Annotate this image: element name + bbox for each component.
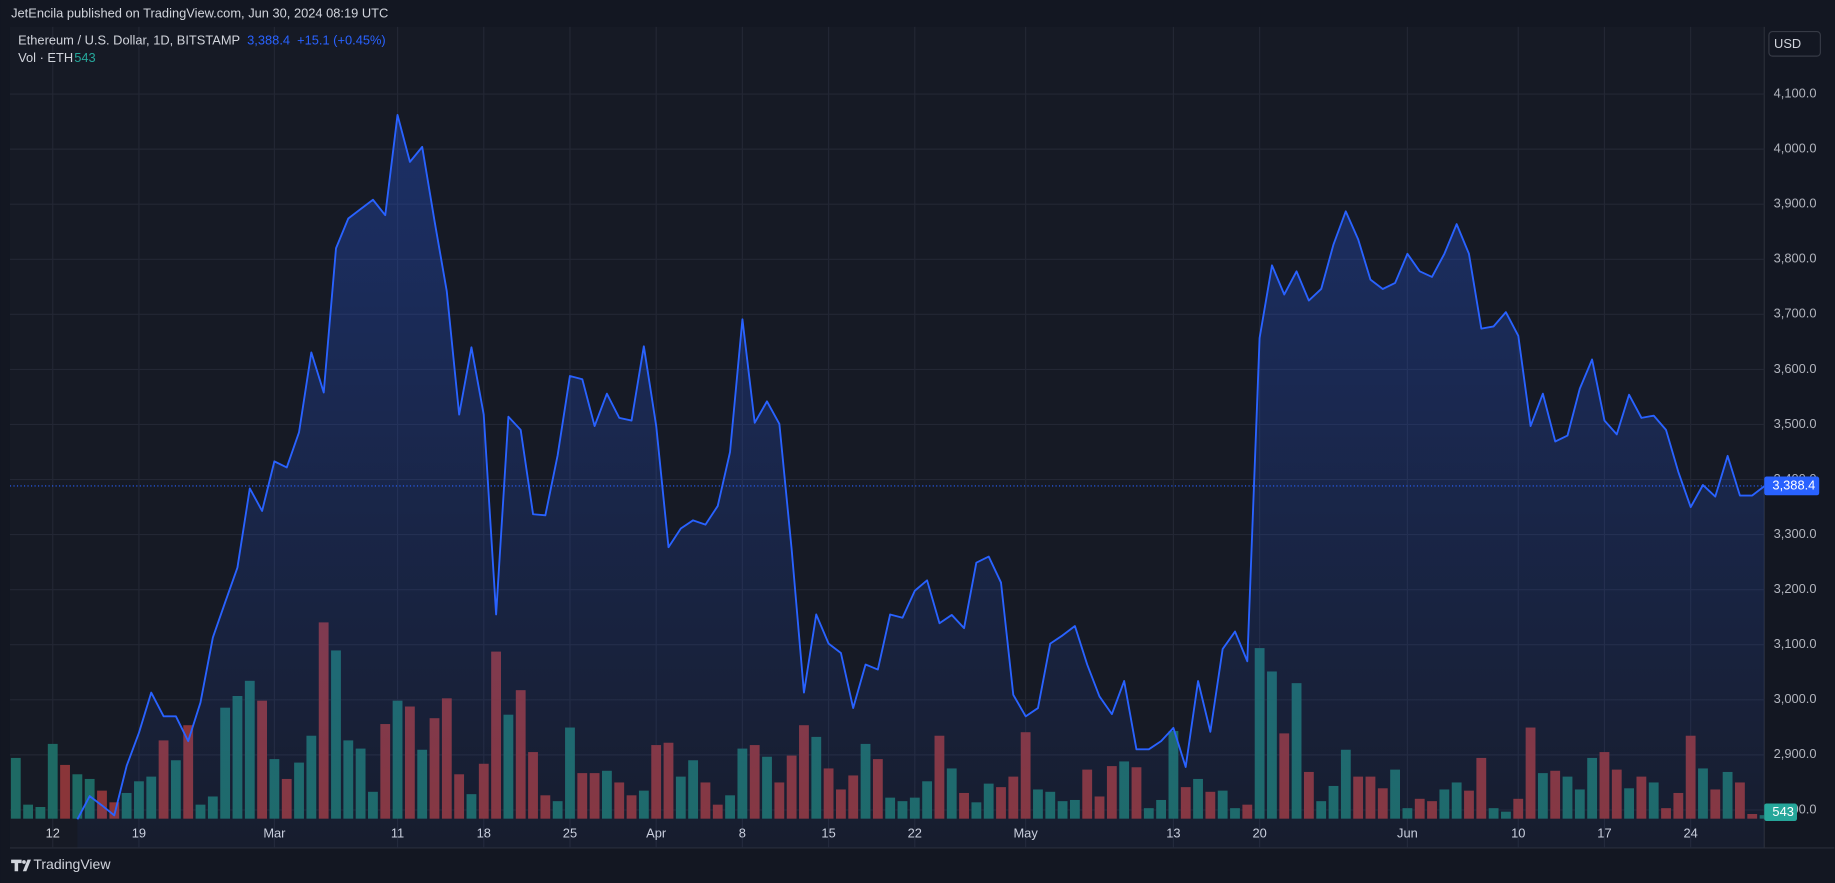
legend-volume-value: 543 <box>74 50 95 65</box>
legend-change: +15.1 (+0.45%) <box>297 32 386 47</box>
y-tick-label: 4,100.0 <box>1774 85 1817 100</box>
x-tick-label: 12 <box>46 825 60 840</box>
volume-bar <box>23 804 34 819</box>
y-tick-label: 3,500.0 <box>1774 416 1817 431</box>
last-volume-tag <box>1764 803 1797 822</box>
y-tick-label: 3,000.0 <box>1774 691 1817 706</box>
currency-button[interactable] <box>1768 30 1821 57</box>
price-line <box>76 114 1765 820</box>
y-tick-label: 3,600.0 <box>1774 361 1817 376</box>
y-tick-label: 3,800.0 <box>1774 251 1817 266</box>
y-tick-label: 2,900.0 <box>1774 746 1817 761</box>
last-volume-label: 543 <box>1772 804 1793 819</box>
volume-bar <box>60 764 70 819</box>
volume-bar <box>72 774 83 819</box>
y-tick-label: 3,700.0 <box>1774 306 1817 321</box>
legend-volume: Vol · ETH <box>18 50 73 65</box>
volume-bar <box>35 806 46 819</box>
legend-symbol: Ethereum / U.S. Dollar, 1D, BITSTAMP <box>18 32 240 47</box>
y-tick-label: 3,300.0 <box>1774 526 1817 541</box>
volume-bar <box>109 802 120 819</box>
volume-bar <box>47 743 58 819</box>
currency[interactable]: USD <box>1774 36 1801 51</box>
legend-price: 3,388.4 <box>247 32 290 47</box>
brand: TradingView <box>33 856 111 872</box>
y-tick-label: 4,000.0 <box>1774 141 1817 156</box>
brand-logo <box>11 859 31 872</box>
last-price-label: 3,388.4 <box>1772 477 1815 492</box>
price-area <box>77 114 1765 848</box>
y-tick-label: 3,900.0 <box>1774 196 1817 211</box>
y-tick-label: 3,200.0 <box>1774 581 1817 596</box>
last-price-tag <box>1764 476 1820 496</box>
publisher: JetEncila published on TradingView.com, … <box>11 5 388 20</box>
volume-bar <box>10 757 21 819</box>
y-tick-label: 3,100.0 <box>1774 636 1817 651</box>
